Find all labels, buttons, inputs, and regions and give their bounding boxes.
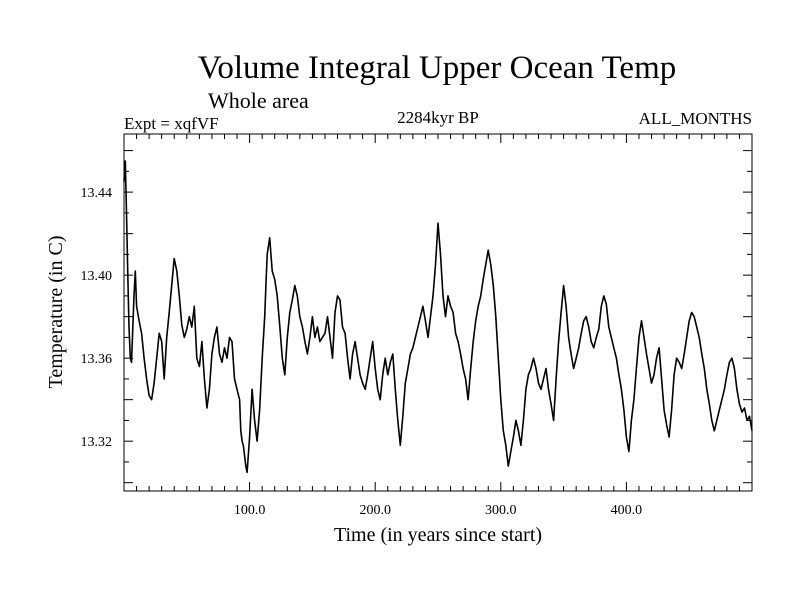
x-axis-label: Time (in years since start) [334,524,542,546]
chart-subtitle: Whole area [208,88,309,113]
series-line [123,160,753,474]
series-group [123,160,753,474]
chart-title: Volume Integral Upper Ocean Temp [198,50,676,86]
x-tick-label: 300.0 [485,503,517,518]
x-tick-label: 200.0 [359,503,391,518]
months-label: ALL_MONTHS [639,109,752,128]
y-tick-label: 13.32 [81,435,113,450]
experiment-label: Expt = xqfVF [124,114,219,133]
y-tick-label: 13.36 [81,352,113,367]
x-tick-label: 400.0 [611,503,643,518]
y-axis-label: Temperature (in C) [45,236,67,389]
period-label: 2284kyr BP [397,108,479,127]
y-tick-label: 13.44 [81,186,113,201]
x-axis-ticks: 100.0 200.0 300.0 400.0 [136,134,740,518]
y-axis-ticks: 13.32 13.36 13.40 13.44 [81,150,752,484]
x-tick-label: 100.0 [234,503,266,518]
plot-area [123,133,753,492]
y-tick-label: 13.40 [81,269,113,284]
